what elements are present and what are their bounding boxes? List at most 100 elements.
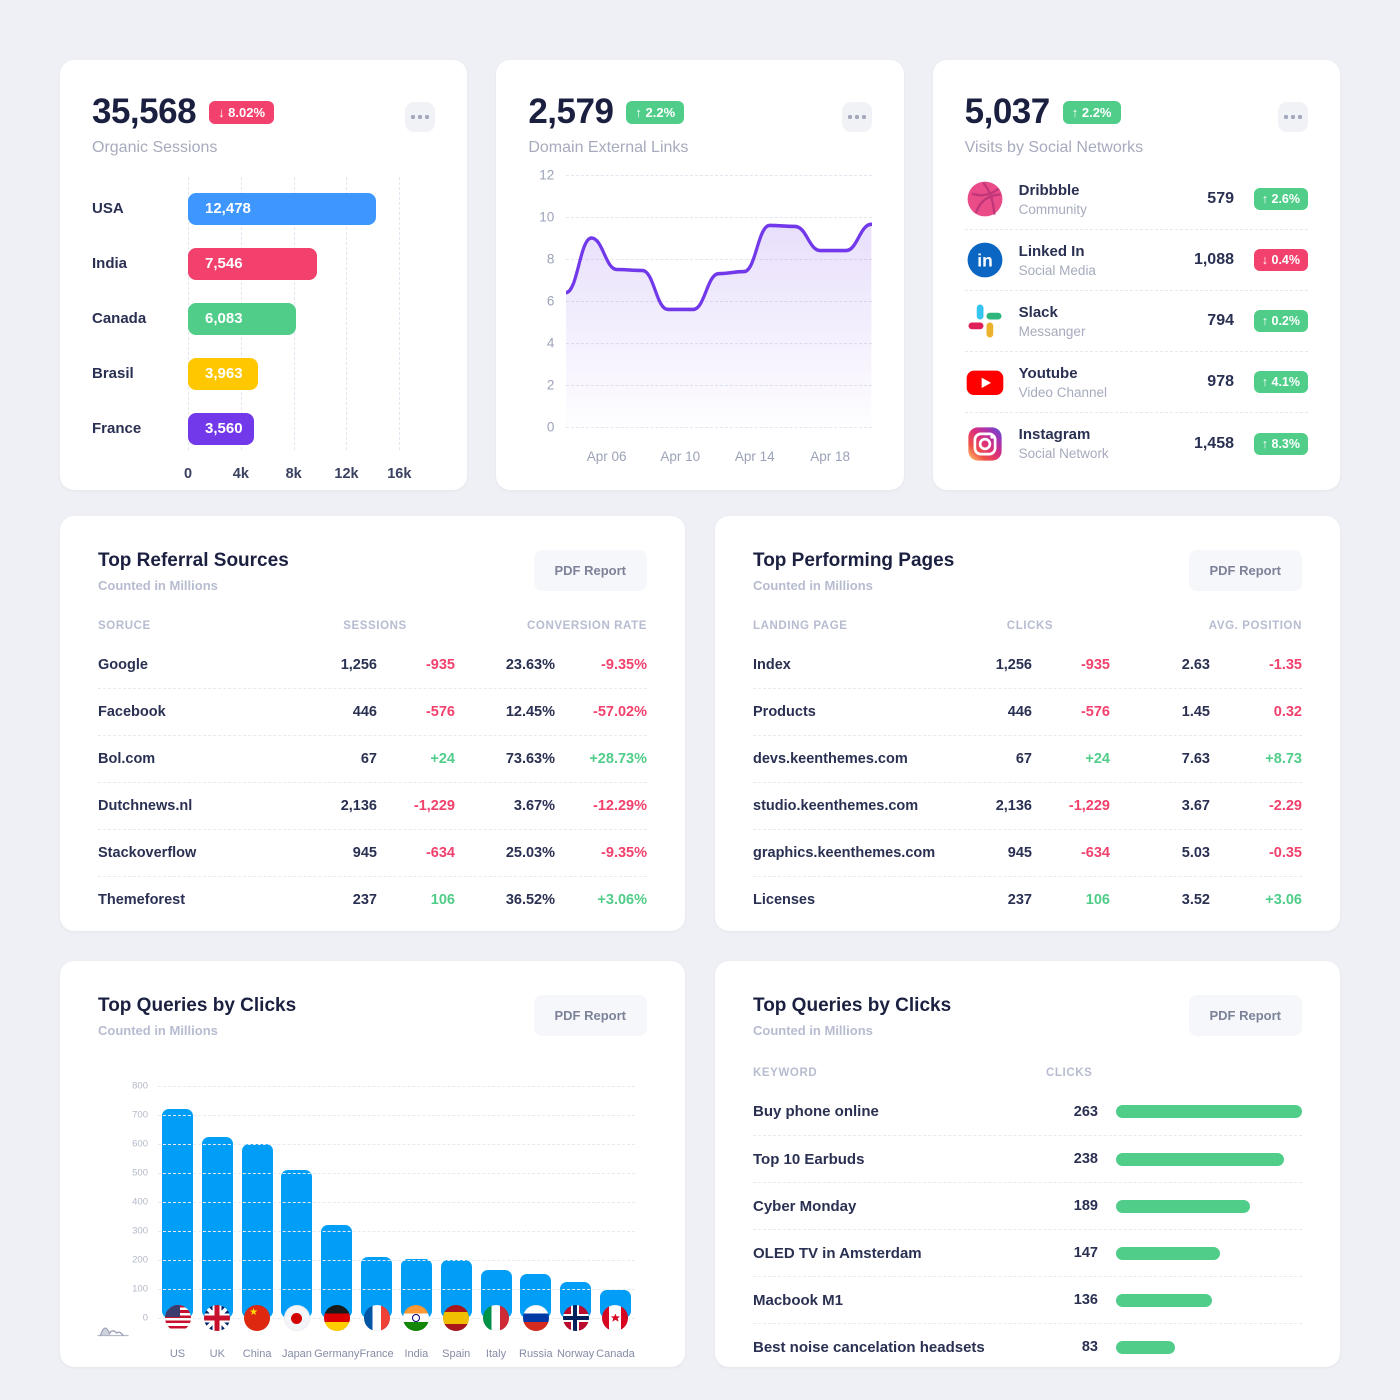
clicks-bar <box>1116 1293 1213 1307</box>
y-tick: 8 <box>546 251 555 267</box>
referral-sources-card: Top Referral Sources Counted in Millions… <box>60 516 685 931</box>
card-title: Top Queries by Clicks <box>98 995 297 1016</box>
wave-icon <box>96 1322 130 1343</box>
tables-row: Top Referral Sources Counted in Millions… <box>60 516 1340 931</box>
options-button[interactable] <box>1278 102 1308 132</box>
queries-chart-card: Top Queries by Clicks Counted in Million… <box>60 961 685 1367</box>
list-item: Slack Messanger 794 ↑ 0.2% <box>964 291 1308 352</box>
x-axis-labels: Apr 06 Apr 10 Apr 14 Apr 18 <box>566 449 871 473</box>
social-visits-card: 5,037 ↑ 2.2% Visits by Social Networks D… <box>932 60 1340 490</box>
table-row: Licenses 237 106 3.52 +3.06 <box>753 876 1302 923</box>
organic-sessions-delta-badge: ↓ 8.02% <box>209 100 275 124</box>
clicks-delta-cell: -634 <box>1080 845 1110 861</box>
china-flag-icon <box>244 1305 271 1331</box>
position-delta-cell: -0.35 <box>1268 845 1302 861</box>
source-cell: Stackoverflow <box>98 845 197 861</box>
x-tick: Apr 18 <box>810 449 851 464</box>
pdf-report-button[interactable]: PDF Report <box>533 550 647 591</box>
clicks-cell: 136 <box>1073 1292 1098 1308</box>
x-tick: 8k <box>285 466 302 482</box>
linkedin-icon: in <box>965 240 1005 280</box>
sessions-cell: 2,136 <box>340 798 377 814</box>
y-tick: 300 <box>132 1225 148 1237</box>
sessions-delta-cell: -634 <box>425 845 455 861</box>
country-bar <box>201 1137 233 1318</box>
options-button[interactable] <box>841 102 872 132</box>
clicks-cell: 1,256 <box>995 656 1032 673</box>
list-item: in Linked In Social Media 1,088 ↓ 0.4% <box>964 230 1308 291</box>
bar-category-label: Norway <box>556 1348 595 1360</box>
bar-column: Canada <box>596 1290 635 1360</box>
sessions-cell: 237 <box>352 892 377 908</box>
table-row: Cyber Monday 189 <box>753 1182 1302 1229</box>
performing-pages-card: Top Performing Pages Counted in Millions… <box>715 516 1340 931</box>
list-item: Dribbble Community 579 ↑ 2.6% <box>964 169 1308 230</box>
y-tick: 0 <box>142 1312 148 1324</box>
conversion-cell: 3.67% <box>513 798 555 814</box>
japan-flag-icon <box>283 1305 310 1331</box>
y-tick: 4 <box>546 335 555 351</box>
table-row: Dutchnews.nl 2,136 -1,229 3.67% -12.29% <box>98 782 647 829</box>
bar-column: Italy <box>480 1270 512 1360</box>
y-tick: 2 <box>546 377 555 393</box>
social-delta-badge: ↑ 8.3% <box>1253 432 1308 455</box>
clicks-bar <box>1116 1105 1302 1118</box>
y-tick: 800 <box>132 1080 148 1092</box>
conversion-cell: 12.45% <box>505 704 555 720</box>
organic-sessions-subtitle: Organic Sessions <box>92 139 218 156</box>
list-item: Youtube Video Channel 978 ↑ 4.1% <box>964 352 1308 413</box>
page-cell: graphics.keenthemes.com <box>753 845 936 861</box>
card-title: Top Queries by Clicks <box>753 995 952 1016</box>
table-row: Index 1,256 -935 2.63 -1.35 <box>753 641 1302 688</box>
bar-column: Japan <box>281 1170 313 1360</box>
conversion-delta-cell: -12.29% <box>592 798 647 814</box>
table-row: Bol.com 67 +24 73.63% +28.73% <box>98 735 647 782</box>
stats-row: 35,568 ↓ 8.02% Organic Sessions USA 12,4… <box>60 60 1340 490</box>
sessions-delta-cell: +24 <box>430 751 455 767</box>
source-cell: Google <box>98 656 148 673</box>
options-button[interactable] <box>405 102 436 132</box>
social-category: Social Network <box>1018 446 1109 461</box>
gridline <box>566 217 872 218</box>
table-row: graphics.keenthemes.com 945 -634 5.03 -0… <box>753 829 1302 876</box>
pdf-report-button[interactable]: PDF Report <box>533 995 647 1036</box>
social-category: Social Media <box>1018 262 1096 278</box>
clicks-delta-cell: -1,229 <box>1068 798 1110 814</box>
social-value: 579 <box>1207 190 1234 207</box>
source-cell: Bol.com <box>98 751 156 767</box>
gridline <box>566 427 872 428</box>
france-flag-icon <box>363 1305 390 1331</box>
bar-row: France 3,560 <box>92 401 435 456</box>
gridline <box>566 175 872 176</box>
column-header-clicks: CLICKS <box>1046 1067 1093 1079</box>
social-category: Community <box>1018 201 1087 217</box>
social-delta-badge: ↑ 0.2% <box>1253 310 1308 332</box>
page-cell: devs.keenthemes.com <box>753 751 908 767</box>
position-delta-cell: +3.06 <box>1265 892 1302 908</box>
social-category: Messanger <box>1018 323 1086 339</box>
pdf-report-button[interactable]: PDF Report <box>1188 550 1302 591</box>
source-cell: Facebook <box>98 704 166 720</box>
card-title: Top Referral Sources <box>98 550 289 571</box>
table-row: studio.keenthemes.com 2,136 -1,229 3.67 … <box>753 782 1302 829</box>
card-header: Top Referral Sources Counted in Millions… <box>98 550 647 593</box>
bar-category-label: Brasil <box>92 365 134 382</box>
social-visits-subtitle: Visits by Social Networks <box>964 139 1144 156</box>
y-tick: 700 <box>132 1109 148 1121</box>
table-row: Themeforest 237 106 36.52% +3.06% <box>98 876 647 923</box>
position-cell: 5.03 <box>1181 845 1210 861</box>
y-tick: 12 <box>539 167 555 183</box>
pdf-report-button[interactable]: PDF Report <box>1188 995 1302 1036</box>
clicks-bar <box>1116 1340 1175 1354</box>
bar-column: Germany <box>314 1225 359 1360</box>
youtube-icon <box>965 362 1005 402</box>
table-header-row: KEYWORD CLICKS <box>753 1058 1302 1088</box>
position-cell: 1.45 <box>1181 704 1210 720</box>
sessions-cell: 945 <box>352 845 377 861</box>
sessions-cell: 446 <box>352 704 377 720</box>
y-tick: 10 <box>539 209 555 225</box>
position-delta-cell: -1.35 <box>1268 656 1302 673</box>
conversion-delta-cell: -9.35% <box>601 845 647 861</box>
clicks-bar <box>1116 1152 1285 1166</box>
card-subtitle: Counted in Millions <box>98 1023 218 1038</box>
